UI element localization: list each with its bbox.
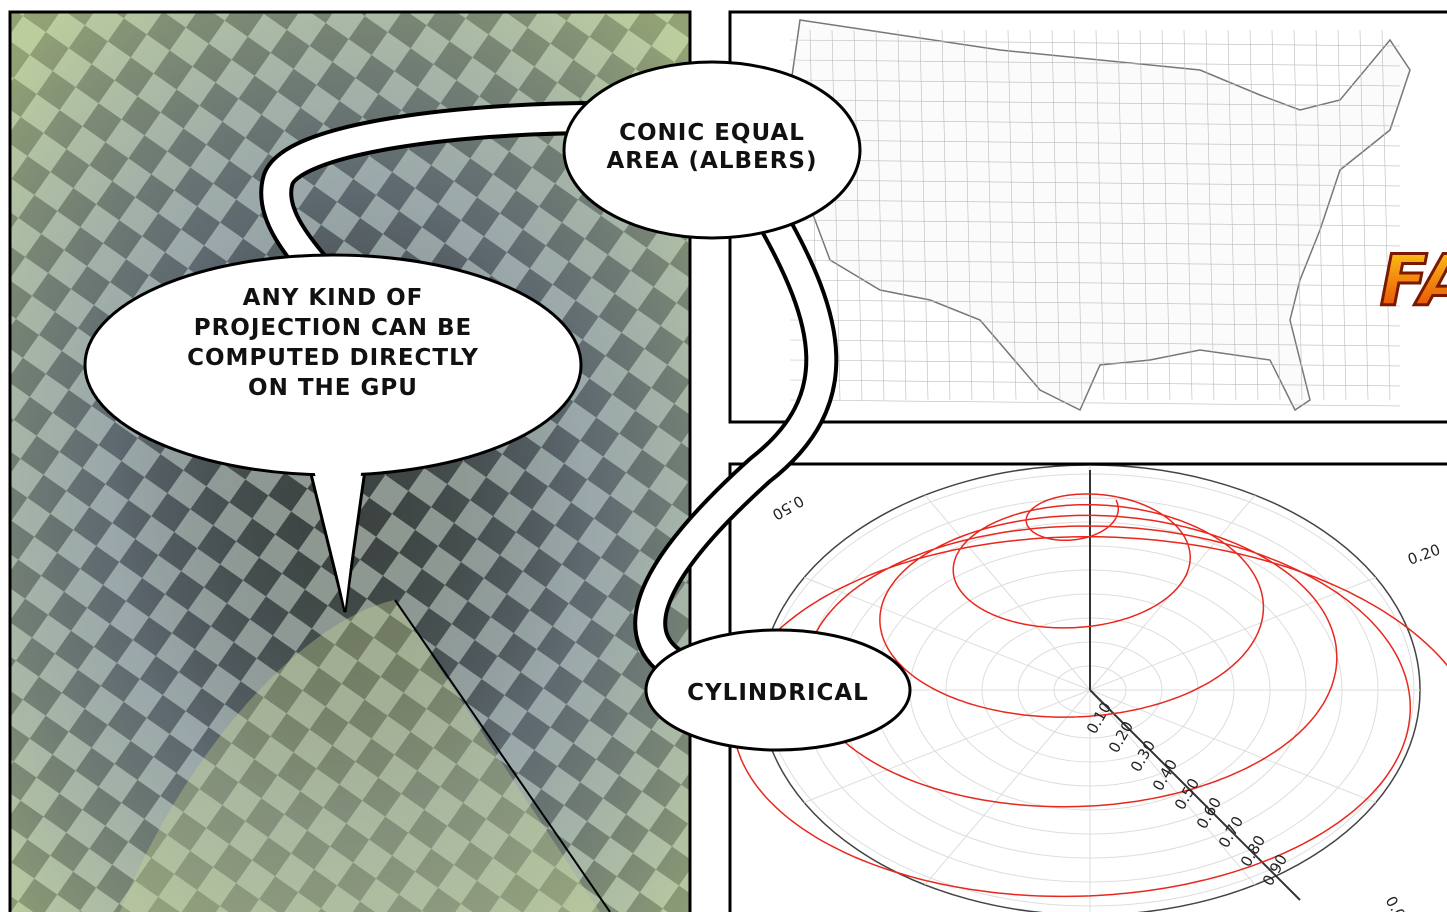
county-line: [789, 59, 1401, 67]
county-line: [1381, 29, 1391, 401]
radial-label: 0.30: [1127, 737, 1159, 775]
axis: [1089, 689, 1301, 901]
bubble-text: AREA (ALBERS): [606, 148, 817, 174]
connectors: [259, 101, 839, 682]
county-line: [875, 29, 885, 401]
county-line: [789, 119, 1401, 127]
county-line: [1007, 29, 1017, 401]
county-line: [1095, 29, 1105, 401]
county-line: [789, 99, 1401, 107]
spiral: [732, 493, 1447, 898]
county-line: [1139, 29, 1149, 401]
county-line: [1073, 29, 1083, 401]
county-line: [1205, 29, 1215, 401]
county-line: [897, 29, 907, 401]
cylindrical-bubble: CYLINDRICAL: [644, 628, 912, 752]
county-line: [1249, 29, 1259, 401]
county-line: [1029, 29, 1039, 401]
county-line: [919, 29, 929, 401]
county-line: [789, 299, 1401, 307]
county-line: [1337, 29, 1347, 401]
county-line: [789, 339, 1401, 347]
bubble-text: ON THE GPU: [248, 375, 418, 401]
radial-label: 0.20: [1105, 718, 1137, 756]
county-line: [1051, 29, 1061, 401]
county-line: [789, 79, 1401, 87]
grid-spoke: [1089, 689, 1256, 886]
grid-spoke: [804, 577, 1091, 691]
bubble-text: ANY KIND OF: [243, 285, 424, 311]
county-line: [1227, 29, 1237, 401]
county-line: [985, 29, 995, 401]
county-line: [853, 29, 863, 401]
county-line: [1315, 29, 1325, 401]
grid-spoke: [924, 494, 1091, 691]
county-line: [1293, 29, 1303, 401]
county-line: [1271, 29, 1281, 401]
county-line: [789, 279, 1401, 287]
county-line: [789, 319, 1401, 327]
bubble-text: PROJECTION CAN BE: [194, 315, 473, 341]
county-line: [1117, 29, 1127, 401]
left-panel: [8, 10, 692, 912]
map: FA: [789, 19, 1447, 412]
corner-label: 0.20: [1405, 540, 1443, 568]
radial-label: 0.50: [1171, 775, 1203, 813]
bubble-text: COMPUTED DIRECTLY: [187, 345, 479, 371]
grid-spoke: [1089, 689, 1376, 803]
county-line: [789, 219, 1401, 227]
radial-label: 0.10: [1083, 699, 1115, 737]
county-line: [789, 399, 1401, 407]
corner-label: 0.50: [769, 492, 807, 524]
county-line: [831, 29, 841, 401]
county-line: [963, 29, 973, 401]
grid-spoke: [924, 689, 1091, 886]
radial-label: 0.60: [1193, 794, 1225, 832]
conic-bubble: CONIC EQUAL AREA (ALBERS): [562, 60, 862, 240]
gpu-bubble: ANY KIND OF PROJECTION CAN BE COMPUTED D…: [83, 253, 583, 613]
county-line: [789, 139, 1401, 147]
county-line: [789, 359, 1401, 367]
county-line: [789, 259, 1401, 267]
county-line: [789, 179, 1401, 187]
county-line: [941, 29, 951, 401]
grid-spoke: [1089, 577, 1376, 691]
county-line: [789, 199, 1401, 207]
county-line: [789, 379, 1401, 387]
county-line: [1359, 29, 1369, 401]
county-line: [789, 159, 1401, 167]
county-line: [1183, 29, 1193, 401]
bubble-text: CYLINDRICAL: [687, 680, 869, 706]
grid-spoke: [804, 689, 1091, 803]
radial-label: 0.90: [1259, 851, 1291, 889]
corner-label: 0.0: [1382, 893, 1410, 912]
county-line: [1161, 29, 1171, 401]
county-line: [789, 39, 1401, 47]
banner: FA: [1380, 240, 1447, 322]
bubble-text: CONIC EQUAL: [619, 120, 805, 146]
county-line: [789, 239, 1401, 247]
